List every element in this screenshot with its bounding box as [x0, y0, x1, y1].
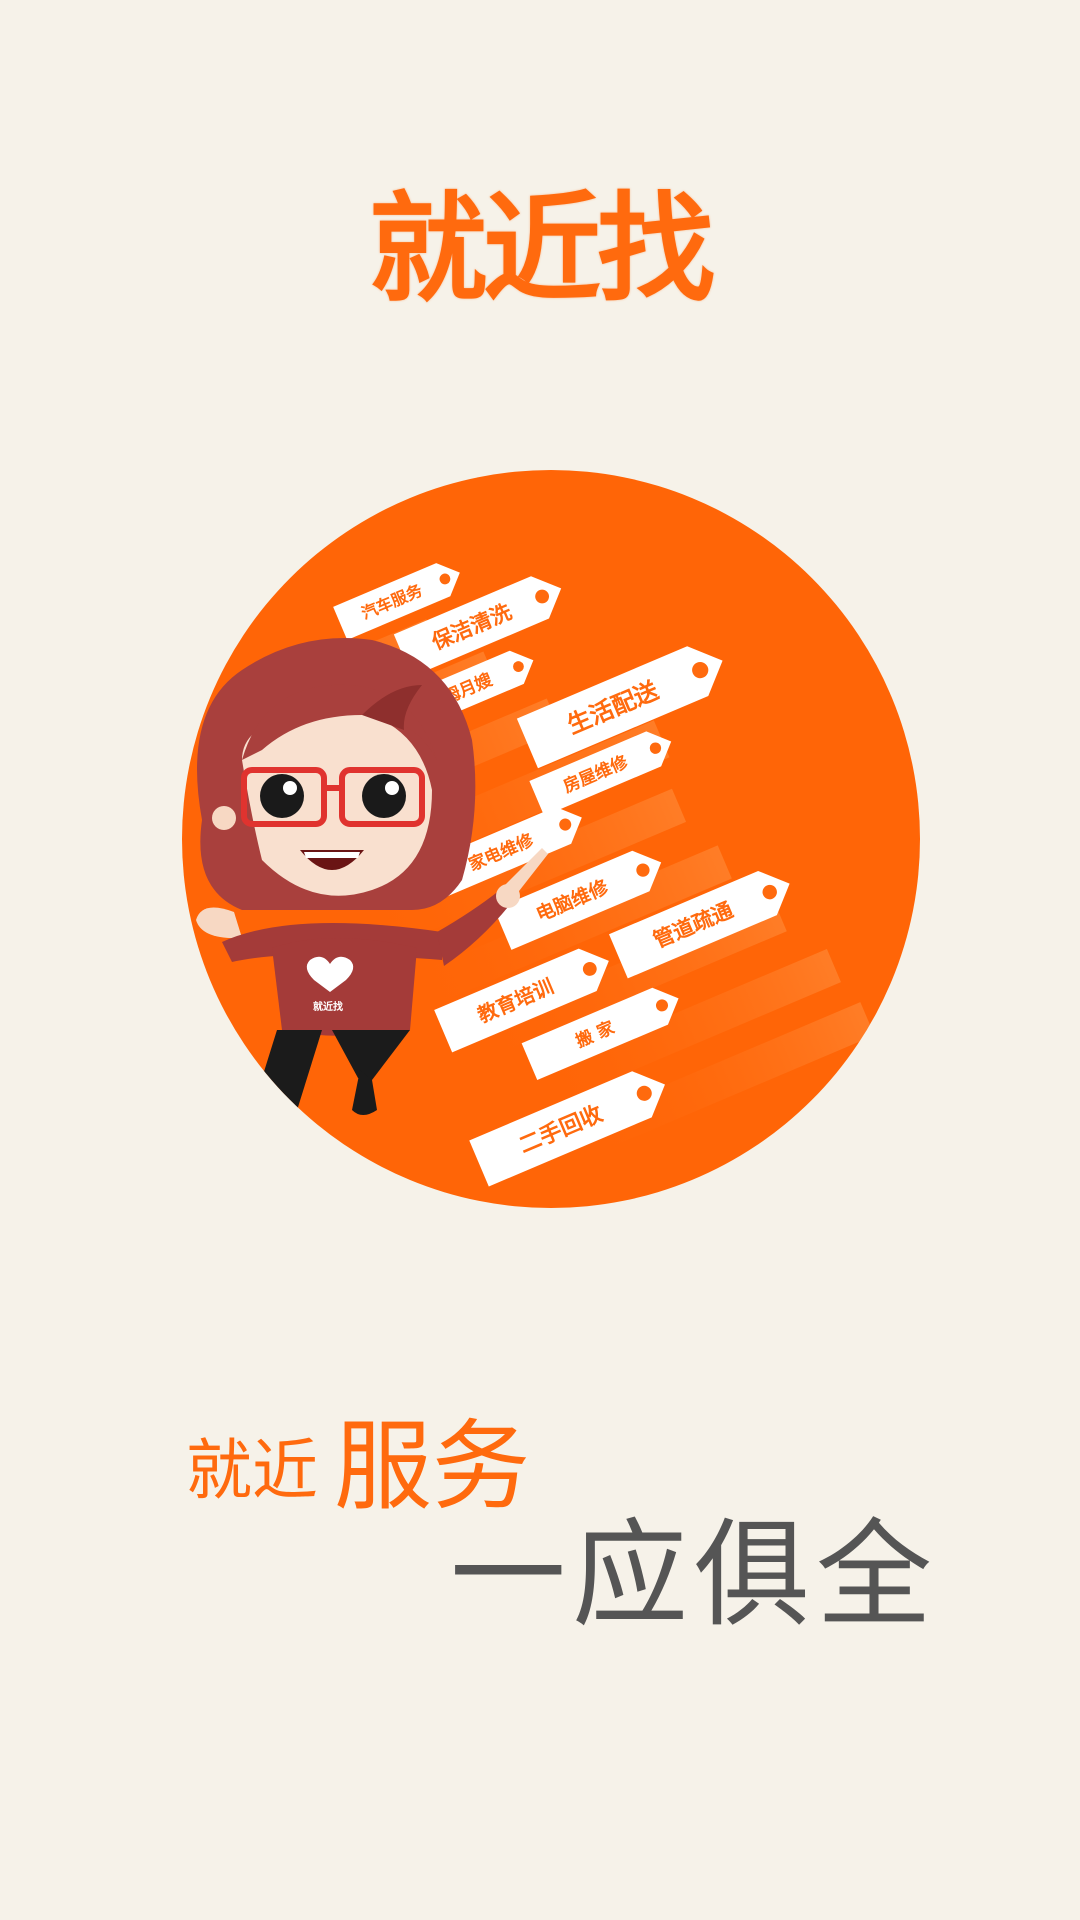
- tag-hole-icon: [649, 742, 662, 754]
- service-tag-body: [469, 1071, 665, 1187]
- tag-hole-icon: [655, 999, 668, 1012]
- service-tag-body: [333, 563, 460, 640]
- tag-hole-icon: [692, 661, 709, 679]
- mascot-icon: 就近找: [196, 638, 548, 1120]
- tag-hole-icon: [439, 573, 451, 585]
- service-tag-body: [529, 731, 672, 817]
- service-tag-body: [521, 987, 679, 1081]
- tag-hole-icon: [636, 1085, 652, 1101]
- service-tag-body: [516, 646, 723, 769]
- tag-hole-icon: [762, 884, 777, 900]
- service-tag[interactable]: 教育培训: [434, 940, 618, 1053]
- service-tag-body: [430, 806, 582, 897]
- service-tag-body: [434, 948, 609, 1053]
- app-logo: 就近找: [368, 180, 715, 318]
- tag-hole-icon: [582, 962, 597, 976]
- tag-hole-icon: [513, 661, 524, 672]
- tag-hole-icon: [636, 863, 650, 877]
- slogan-second-line: 一应俱全: [450, 1508, 938, 1643]
- service-tag[interactable]: 管道疏通: [609, 862, 799, 979]
- hero-illustration: 汽车服务 保洁清洗 保姆月嫂 生活配送 房屋维修 家电维修 电脑维修 管道疏通 教育培训搬 家二…: [182, 470, 920, 1208]
- service-tag-body: [393, 576, 562, 677]
- tag-hole-icon: [535, 589, 550, 604]
- slogan-prefix: 就近: [186, 1432, 318, 1509]
- service-tag-body: [494, 850, 662, 950]
- service-tag[interactable]: 搬 家: [521, 980, 687, 1081]
- tag-hole-icon: [559, 818, 572, 831]
- mascot-shirt-text: 就近找: [313, 1000, 343, 1013]
- service-tag-body: [609, 870, 790, 979]
- slogan-highlight: 服务: [334, 1410, 531, 1524]
